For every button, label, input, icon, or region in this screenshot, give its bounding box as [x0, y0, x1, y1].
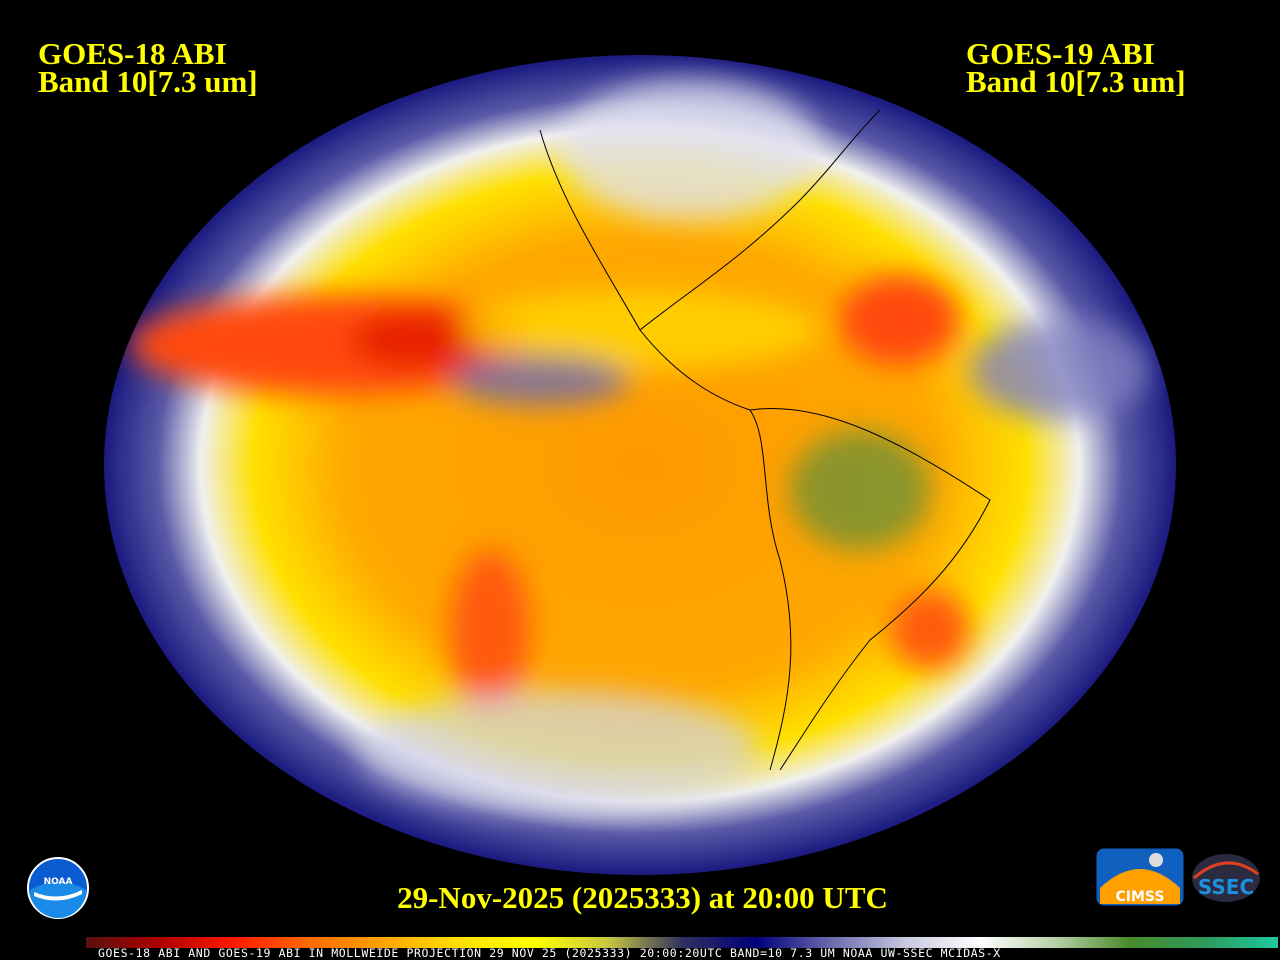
timestamp-label: 29-Nov-2025 (2025333) at 20:00 UTC [397, 880, 888, 915]
right-satellite-name: GOES-19 ABI [966, 36, 1155, 71]
ssec-logo-text: SSEC [1198, 875, 1254, 899]
left-satellite-name: GOES-18 ABI [38, 36, 227, 71]
right-satellite-label: GOES-19 ABI Band 10[7.3 um] [966, 36, 1186, 99]
noaa-logo: NOAA [27, 857, 89, 919]
cimss-logo: CIMSS [1095, 847, 1185, 907]
left-satellite-label: GOES-18 ABI Band 10[7.3 um] [38, 36, 258, 99]
footer-caption: GOES-18 ABI AND GOES-19 ABI IN MOLLWEIDE… [98, 946, 1001, 960]
left-band-label: Band 10[7.3 um] [38, 64, 258, 99]
color-scale-bar [86, 937, 1278, 948]
cimss-logo-text: CIMSS [1116, 889, 1165, 905]
right-band-label: Band 10[7.3 um] [966, 64, 1186, 99]
ssec-logo: SSEC [1192, 854, 1260, 902]
noaa-logo-text: NOAA [44, 877, 73, 887]
